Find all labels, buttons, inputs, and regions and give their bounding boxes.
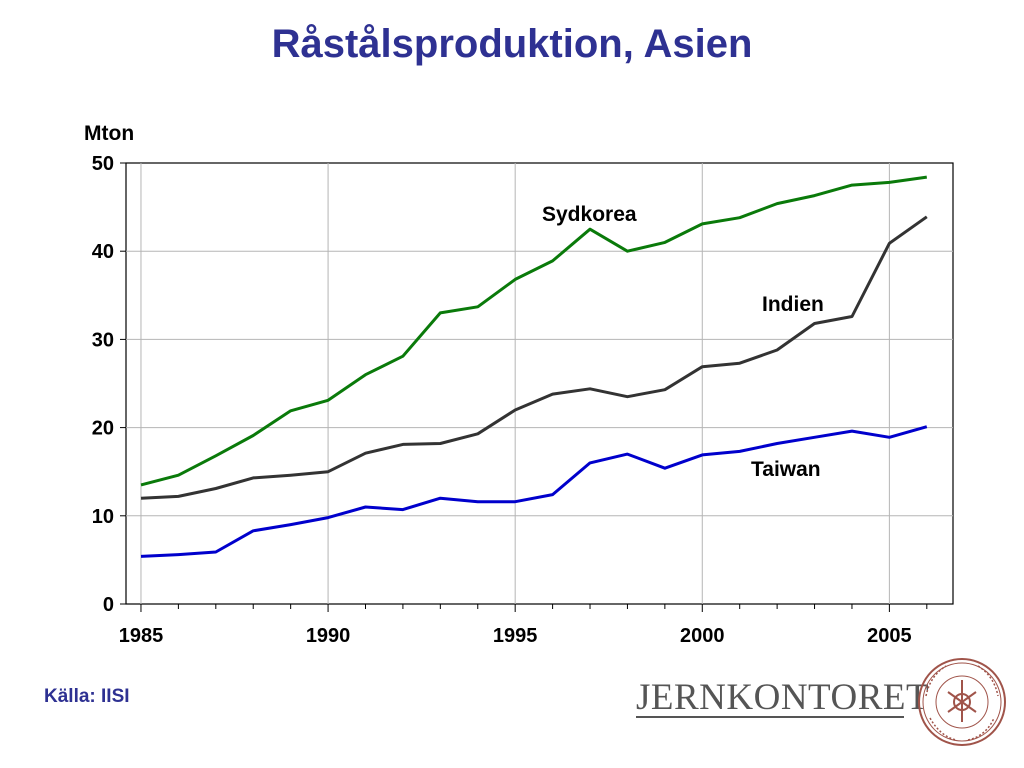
x-tick-label-1985: 1985 [119,625,164,647]
series-line-indien [140,215,928,500]
series-label-indien: Indien [762,293,824,316]
series-line-sydkorea [140,175,928,487]
jernkontoret-seal-icon [918,658,1006,746]
series-lines [140,175,928,558]
page-title: Råstålsproduktion, Asien [271,22,753,66]
x-tick-label-2000: 2000 [680,625,725,647]
series-label-taiwan: Taiwan [751,458,821,481]
x-tick-label-2005: 2005 [867,625,912,647]
y-tick-label-0: 0 [103,594,114,616]
y-tick-label-20: 20 [92,418,114,440]
series-label-sydkorea: Sydkorea [542,203,637,226]
x-axis-ticks: 1985 1990 1995 2000 2005 [119,604,928,647]
y-tick-label-50: 50 [92,153,114,175]
y-axis-unit-label: Mton [84,122,134,145]
y-axis-ticks: 0 10 20 30 40 50 [92,153,126,616]
source-note: Källa: IISI [44,686,130,707]
jernkontoret-logo-text: JERNKONTORET [636,677,930,718]
x-tick-label-1990: 1990 [306,625,351,647]
x-tick-label-1995: 1995 [493,625,538,647]
plot-area [125,162,954,605]
series-line-taiwan [140,425,928,558]
y-tick-label-30: 30 [92,329,114,351]
y-tick-label-10: 10 [92,506,114,528]
y-tick-label-40: 40 [92,241,114,263]
logo-underline [636,716,904,718]
line-chart: 0 10 20 30 40 50 1985 1990 1995 2000 2005 Mton Sy… [84,122,954,647]
